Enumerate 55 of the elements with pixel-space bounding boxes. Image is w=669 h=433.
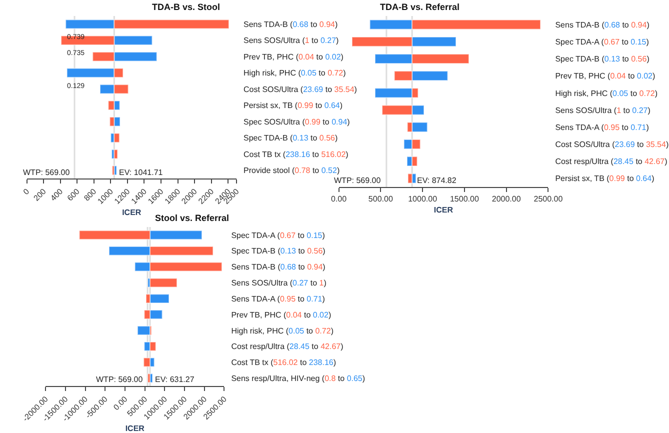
x-tick-label: 0.00: [330, 194, 348, 204]
x-tick-label: 500.00: [368, 194, 394, 204]
x-tick-label: 0: [22, 186, 32, 196]
y-tick-label: Cost TB tx (238.16 to 516.02): [244, 150, 349, 159]
y-tick-label: High risk, PHC (0.05 to 0.72): [555, 88, 658, 98]
x-tick-label: 2000.00: [492, 194, 522, 204]
y-tick-label: Spec TDA-B (0.13 to 0.56): [555, 54, 650, 64]
y-tick-label: Prev TB, PHC (0.04 to 0.02): [555, 72, 656, 81]
y-tick-label: Provide stool (0.78 to 0.52): [244, 166, 340, 176]
bar: [407, 173, 413, 184]
x-axis-title: ICER: [122, 208, 142, 218]
y-tick-label: Persist sx, TB (0.99 to 0.64): [555, 174, 655, 184]
x-tick-label: 200: [32, 186, 48, 203]
y-tick-label: Sens TDA-A (0.95 to 0.71): [555, 122, 650, 132]
y-tick-label: Sens TDA-B (0.68 to 0.94): [555, 20, 650, 30]
ref-line-label: EV: 874.82: [417, 176, 457, 185]
y-tick-label: Persist sx, TB (0.99 to 0.64): [244, 101, 343, 110]
y-tick-label: Cost TB tx (516.02 to 238.16): [231, 358, 336, 368]
y-tick-label: Spec TDA-B (0.13 to 0.56): [231, 246, 326, 256]
y-tick-label: Spec TDA-A (0.67 to 0.15): [555, 37, 650, 46]
x-tick-label: 400: [48, 186, 65, 203]
y-tick-label: Sens resp/Ultra, HIV-neg (0.8 to 0.65): [231, 374, 366, 383]
x-axis-title: ICER: [125, 424, 145, 433]
y-tick-label: Cost SOS/Ultra (23.69 to 35.54): [555, 140, 669, 150]
y-tick-label: High risk, PHC (0.05 to 0.72): [244, 68, 346, 78]
x-tick-label: 1000.00: [408, 194, 438, 204]
ref-line-label: WTP: 569.00: [23, 168, 70, 177]
x-axis-title: ICER: [434, 206, 454, 215]
y-tick-label: Prev TB, PHC (0.04 to 0.02): [244, 52, 344, 62]
ref-line-label: WTP: 569.00: [96, 375, 144, 384]
y-tick-label: Cost resp/Ultra (28.45 to 42.67): [555, 157, 668, 166]
y-tick-label: Spec SOS/Ultra (0.99 to 0.94): [244, 117, 350, 126]
y-tick-label: Cost SOS/Ultra (23.69 to 35.54): [244, 84, 358, 94]
y-tick-label: High risk, PHC (0.05 to 0.72): [231, 326, 334, 336]
ref-line-label: WTP: 569.00: [334, 176, 382, 185]
y-tick-label: Spec TDA-B (0.13 to 0.56): [244, 134, 338, 143]
ref-line-label: EV: 1041.71: [119, 168, 164, 177]
y-tick-label: Sens SOS/Ultra (0.27 to 1): [231, 278, 327, 288]
y-tick-label: Sens TDA-B (0.68 to 0.94): [244, 20, 338, 29]
chart-title: Stool vs. Referral: [155, 213, 230, 223]
x-tick-label: 600: [66, 186, 82, 203]
y-tick-label: Sens SOS/Ultra (1 to 0.27): [555, 106, 651, 115]
y-tick-label: Cost resp/Ultra (28.45 to 42.67): [231, 342, 344, 352]
x-tick-label: 1500.00: [450, 194, 480, 204]
y-tick-label: Prev TB, PHC (0.04 to 0.02): [231, 310, 332, 320]
x-tick-label: 0.00: [112, 394, 130, 412]
x-tick-label: 2500.00: [534, 194, 564, 204]
chart-title: TDA-B vs. Stool: [152, 2, 220, 12]
y-tick-label: Sens TDA-A (0.95 to 0.71): [231, 294, 326, 304]
y-tick-label: Sens TDA-B (0.68 to 0.94): [231, 262, 326, 272]
chart-title: TDA-B vs. Referral: [380, 2, 460, 12]
y-tick-label: Sens SOS/Ultra (1 to 0.27): [244, 36, 340, 46]
y-tick-label: Spec TDA-A (0.67 to 0.15): [231, 230, 326, 240]
x-tick-label: 800: [82, 186, 99, 203]
ref-line-label: EV: 631.27: [155, 375, 195, 384]
